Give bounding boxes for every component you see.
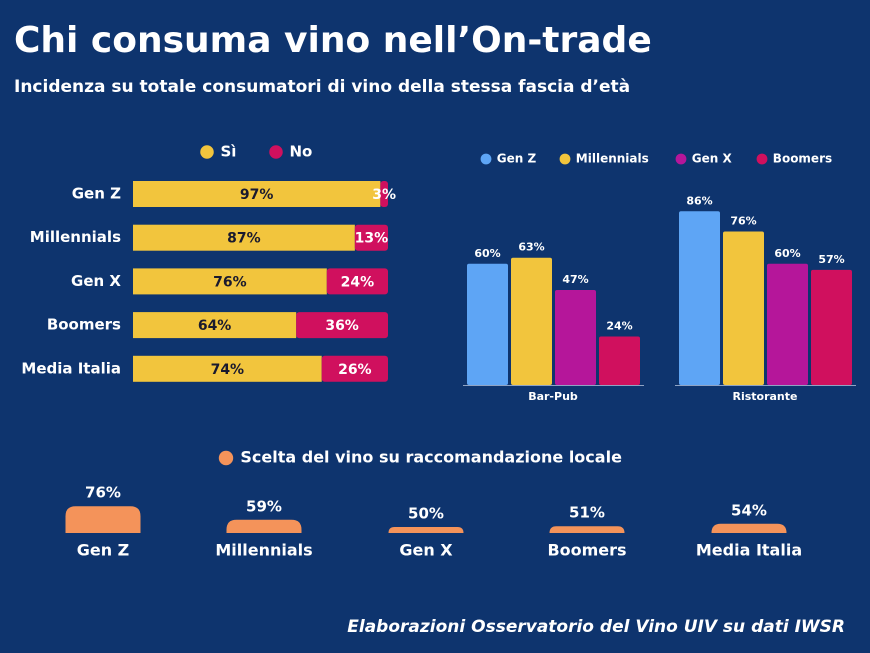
value-label: 24% [606, 320, 632, 333]
legend-marker [756, 153, 768, 165]
bar [511, 257, 552, 385]
legend-marker [269, 145, 283, 159]
category-label: Media Italia [21, 359, 121, 377]
value-label: 60% [774, 247, 800, 260]
legend-marker [480, 153, 492, 165]
title: Chi consuma vino nell’On-trade [14, 20, 652, 61]
value-label: 51% [569, 504, 605, 522]
category-label: Gen X [399, 541, 453, 560]
value-label: 13% [355, 231, 389, 247]
value-label: 97% [240, 187, 274, 203]
bar [549, 526, 625, 533]
value-label: 54% [731, 501, 767, 519]
value-label: 47% [562, 273, 588, 286]
legend-label: Scelta del vino su raccomandazione local… [240, 448, 622, 467]
legend-label: No [290, 143, 313, 161]
value-label: 87% [227, 231, 261, 247]
category-label: Ristorante [732, 390, 797, 403]
legend-label: Sì [221, 143, 237, 161]
category-label: Bar-Pub [528, 390, 578, 403]
value-label: 63% [518, 241, 544, 254]
subtitle: Incidenza su totale consumatori di vino … [14, 77, 630, 97]
value-label: 64% [198, 318, 232, 334]
bar-segment [321, 355, 388, 382]
legend-marker [200, 145, 214, 159]
bar-segment [133, 355, 322, 382]
value-label: 24% [341, 274, 375, 290]
bar [555, 290, 596, 385]
value-label: 36% [325, 318, 359, 334]
source: Elaborazioni Osservatorio del Vino UIV s… [347, 617, 845, 637]
legend-label: Gen X [692, 152, 733, 166]
legend-marker [218, 450, 234, 466]
bar-segment [326, 268, 388, 295]
value-label: 60% [474, 247, 500, 260]
value-label: 50% [408, 505, 444, 523]
bar [65, 506, 141, 533]
value-label: 76% [730, 214, 756, 227]
value-label: 26% [338, 362, 372, 378]
legend-label: Gen Z [497, 152, 537, 166]
bar [467, 263, 508, 385]
bar [723, 231, 764, 385]
value-label: 74% [211, 362, 245, 378]
bar [599, 336, 640, 385]
bar [226, 519, 302, 533]
legend-marker [675, 153, 687, 165]
category-label: Millennials [30, 228, 121, 246]
category-label: Gen Z [77, 541, 130, 560]
bar-segment [133, 224, 355, 251]
category-label: Millennials [215, 541, 312, 560]
category-label: Media Italia [696, 541, 802, 560]
bar-segment [354, 224, 388, 251]
category-label: Gen Z [72, 185, 121, 203]
bar-segment [133, 181, 381, 207]
bar-segment [133, 312, 297, 339]
value-label: 3% [372, 187, 396, 203]
value-label: 86% [686, 194, 712, 207]
bar-segment [296, 312, 388, 339]
bar-segment [133, 268, 327, 295]
bar [811, 269, 852, 385]
bar-segment [380, 181, 388, 207]
category-label: Boomers [547, 541, 626, 560]
value-label: 76% [213, 274, 247, 290]
bar [767, 263, 808, 385]
value-label: 57% [818, 253, 844, 266]
category-label: Gen X [71, 272, 121, 290]
bar [679, 211, 720, 385]
legend-label: Boomers [773, 152, 832, 166]
legend-label: Millennials [576, 152, 649, 166]
bar [388, 527, 464, 533]
category-label: Boomers [47, 316, 121, 334]
bar [711, 523, 787, 533]
value-label: 76% [85, 484, 121, 502]
value-label: 59% [246, 497, 282, 515]
legend-marker [559, 153, 571, 165]
